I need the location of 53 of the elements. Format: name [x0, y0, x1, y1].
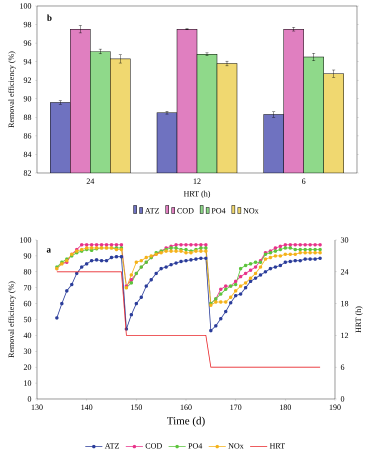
legend-label: PO4 [188, 443, 202, 449]
legend-label: COD [146, 443, 162, 449]
legend-label: HRT [270, 443, 285, 448]
y-tick-label: 90 [24, 253, 32, 259]
y2-tick-label: 18 [341, 300, 348, 306]
x-tick-label: 24 [86, 178, 94, 184]
y-axis-title: Removal efficiency (%) [8, 282, 16, 358]
y2-tick-label: 6 [340, 364, 344, 370]
legend-label: PO4 [212, 208, 226, 214]
y2-tick-label: 24 [340, 269, 348, 274]
x-tick-label: 12 [194, 178, 201, 184]
y-tick-label: 70 [24, 285, 32, 290]
y-tick-label: 80 [24, 269, 32, 274]
x-axis-title: Time (d) [167, 416, 205, 427]
x-axis-title: HRT (h) [184, 190, 210, 198]
legend-label: NOx [243, 208, 259, 214]
legend-label: COD [177, 208, 194, 214]
x-tick-label: 6 [302, 178, 306, 184]
x-tick-label: 190 [330, 404, 341, 410]
x-tick-label: 160 [180, 404, 192, 410]
y2-tick-label: 30 [340, 237, 348, 243]
x-tick-label: 150 [131, 404, 142, 410]
y-tick-label: 40 [24, 332, 32, 338]
y-tick-label: 86 [24, 133, 32, 139]
x-tick-label: 170 [230, 404, 242, 410]
x-tick-label: 130 [32, 404, 43, 410]
y-tick-label: 98 [24, 22, 32, 28]
y-tick-label: 90 [24, 96, 32, 102]
x-tick-label: 180 [280, 404, 292, 410]
y-tick-label: 10 [24, 380, 32, 386]
y-tick-label: 84 [24, 152, 32, 158]
y-tick-label: 92 [24, 78, 32, 83]
y-axis-title: Removal efficiency (%) [8, 52, 16, 128]
y2-axis-title: HRT (h) [355, 306, 363, 333]
y-tick-label: 96 [24, 40, 32, 46]
y-tick-label: 0 [28, 396, 32, 402]
y-tick-label: 94 [24, 58, 32, 64]
legend-label: ATZ [104, 443, 119, 448]
y-tick-label: 60 [24, 300, 32, 306]
y2-tick-label: 12 [341, 332, 348, 338]
x-tick-label: 140 [81, 404, 92, 410]
y-tick-label: 100 [20, 237, 32, 243]
y-tick-label: 20 [24, 364, 32, 370]
annotation: b [47, 14, 52, 21]
legend-label: ATZ [144, 208, 160, 214]
y-tick-label: 82 [24, 170, 32, 176]
annotation: a [46, 248, 51, 253]
y-tick-label: 30 [24, 348, 32, 354]
y-tick-label: 50 [24, 316, 32, 322]
y-tick-label: 88 [24, 114, 32, 120]
legend-label: NOx [228, 443, 244, 449]
y-tick-label: 100 [20, 3, 32, 9]
y2-tick-label: 0 [340, 396, 344, 402]
